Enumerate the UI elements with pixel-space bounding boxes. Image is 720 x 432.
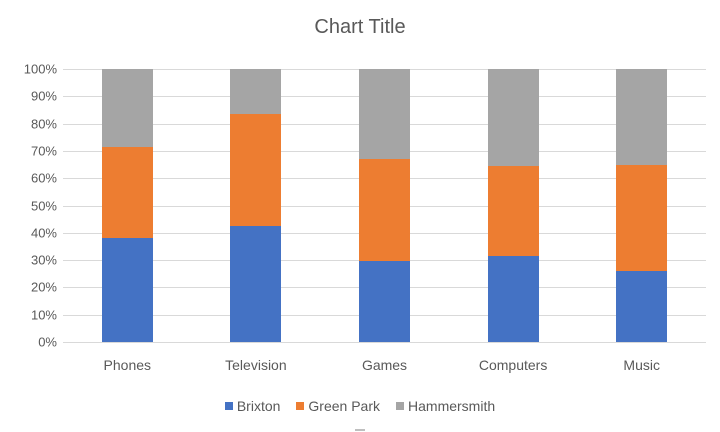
x-tick-label: Phones [103, 357, 152, 373]
bar-music[interactable] [616, 69, 668, 342]
y-tick-label: 70% [30, 143, 57, 159]
legend-swatch-icon [396, 402, 405, 410]
x-tick-label: Television [225, 357, 287, 373]
y-tick-label: 50% [30, 198, 57, 213]
bar-segment-hammersmith[interactable] [359, 69, 410, 160]
chart-title: Chart Title [314, 16, 406, 38]
legend-item-hammersmith[interactable]: Hammersmith [396, 398, 495, 414]
legend-label: Brixton [236, 398, 281, 414]
y-tick-label: 80% [30, 116, 57, 132]
bar-segment-hammersmith[interactable] [101, 69, 153, 147]
bar-segment-green-park[interactable] [101, 146, 153, 239]
legend-item-brixton[interactable]: Brixton [224, 398, 281, 414]
bar-segment-green-park[interactable] [616, 164, 668, 272]
bar-segment-green-park[interactable] [487, 165, 539, 257]
bar-phones[interactable] [101, 69, 153, 342]
legend-swatch-icon [296, 402, 305, 410]
y-tick-label: 40% [30, 225, 57, 241]
bar-segment-brixton[interactable] [101, 238, 153, 342]
y-tick-label: 90% [30, 88, 57, 104]
legend: Brixton Green Park Hammersmith [0, 398, 720, 414]
gridline [63, 342, 706, 343]
x-tick-label: Computers [478, 357, 548, 373]
y-tick-label: 100% [23, 61, 57, 77]
bar-segment-hammersmith[interactable] [487, 69, 539, 166]
bar-segment-green-park[interactable] [359, 159, 410, 262]
bar-segment-brixton[interactable] [230, 225, 282, 342]
plot-area [63, 69, 706, 343]
y-tick-label: 30% [30, 252, 57, 268]
bar-computers[interactable] [487, 69, 539, 342]
bar-segment-hammersmith[interactable] [230, 69, 282, 115]
legend-item-green-park[interactable]: Green Park [296, 398, 380, 414]
legend-label: Hammersmith [408, 398, 496, 414]
legend-swatch-icon [224, 402, 233, 410]
legend-label: Green Park [308, 398, 381, 414]
resize-handle[interactable] [355, 429, 365, 431]
y-tick-label: 20% [30, 279, 57, 295]
y-tick-label: 60% [30, 170, 57, 186]
bar-games[interactable] [359, 69, 410, 342]
bar-segment-brixton[interactable] [616, 271, 668, 342]
x-tick-label: Music [623, 357, 660, 373]
y-tick-label: 10% [30, 307, 57, 323]
bar-segment-green-park[interactable] [230, 114, 282, 226]
x-tick-label: Games [361, 357, 408, 373]
bar-segment-brixton[interactable] [487, 256, 539, 342]
bar-television[interactable] [230, 69, 282, 342]
bar-segment-hammersmith[interactable] [616, 69, 668, 165]
bar-segment-brixton[interactable] [359, 261, 410, 342]
y-tick-label: 0% [38, 334, 57, 350]
